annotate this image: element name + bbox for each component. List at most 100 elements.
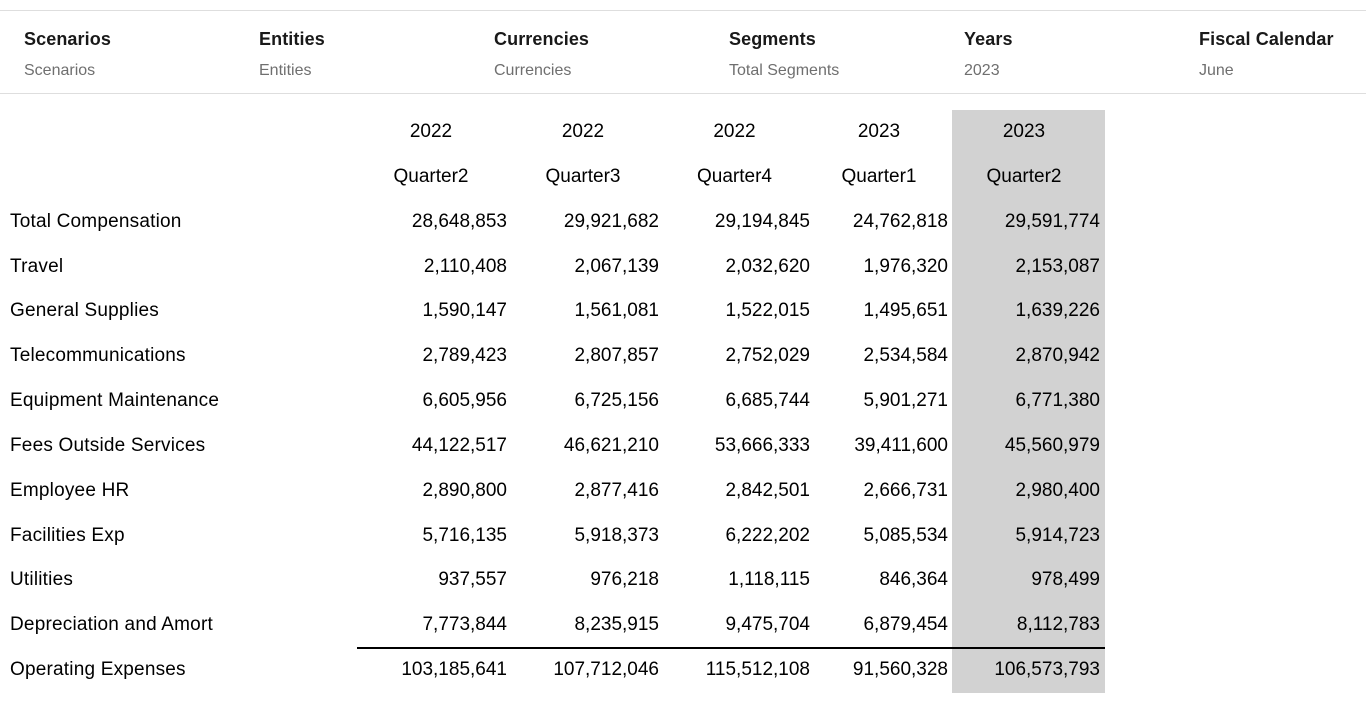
data-cell[interactable]: 8,235,915 (574, 614, 659, 636)
pov-item-segments: Segments Total Segments (729, 28, 964, 93)
data-cell[interactable]: 5,716,135 (422, 524, 507, 546)
data-cell[interactable]: 2,807,857 (574, 345, 659, 367)
data-cell[interactable]: 29,194,845 (714, 210, 810, 232)
highlighted-column-background (952, 110, 1105, 693)
data-cell[interactable]: 106,573,793 (994, 659, 1100, 681)
column-year-header: 2022 (561, 121, 605, 142)
data-cell[interactable]: 2,153,087 (1015, 255, 1100, 277)
data-cell[interactable]: 1,561,081 (574, 300, 659, 322)
data-cell[interactable]: 115,512,108 (705, 659, 810, 681)
row-label: Employee HR (10, 479, 130, 501)
data-cell[interactable]: 6,685,744 (725, 390, 810, 412)
data-cell[interactable]: 6,605,956 (422, 390, 507, 412)
data-cell[interactable]: 29,921,682 (563, 210, 659, 232)
data-cell[interactable]: 2,534,584 (863, 345, 948, 367)
pov-dimension-label: Years (964, 29, 1013, 49)
data-cell[interactable]: 5,901,271 (863, 390, 948, 412)
data-cell[interactable]: 6,222,202 (725, 524, 810, 546)
data-cell[interactable]: 7,773,844 (422, 614, 507, 636)
corner-cell (0, 110, 355, 155)
data-cell[interactable]: 46,621,210 (563, 434, 659, 456)
data-cell[interactable]: 5,918,373 (574, 524, 659, 546)
pov-dimension-label: Currencies (494, 29, 590, 49)
data-cell[interactable]: 91,560,328 (852, 659, 948, 681)
corner-cell (0, 155, 355, 200)
column-quarter-header: Quarter2 (393, 165, 469, 187)
data-cell[interactable]: 937,557 (438, 569, 507, 591)
data-cell[interactable]: 53,666,333 (714, 434, 810, 456)
data-cell[interactable]: 978,499 (1031, 569, 1100, 591)
data-cell[interactable]: 2,666,731 (863, 479, 948, 501)
pov-member-value[interactable]: June (1199, 62, 1234, 79)
data-cell[interactable]: 2,752,029 (725, 345, 810, 367)
data-cell[interactable]: 1,495,651 (863, 300, 948, 322)
data-cell[interactable]: 44,122,517 (411, 434, 507, 456)
data-cell[interactable]: 29,591,774 (1004, 210, 1100, 232)
pov-item-currencies: Currencies Currencies (494, 28, 729, 93)
pov-member-value[interactable]: 2023 (964, 62, 1000, 79)
column-quarter-header: Quarter1 (841, 165, 917, 187)
data-cell[interactable]: 45,560,979 (1004, 434, 1100, 456)
data-cell[interactable]: 1,590,147 (422, 300, 507, 322)
row-label: Operating Expenses (10, 659, 186, 681)
pov-member-value[interactable]: Total Segments (729, 62, 840, 79)
data-cell[interactable]: 39,411,600 (854, 434, 948, 456)
data-cell[interactable]: 8,112,783 (1016, 614, 1100, 636)
data-cell[interactable]: 24,762,818 (852, 210, 948, 232)
column-quarter-header: Quarter2 (986, 165, 1062, 187)
data-cell[interactable]: 5,085,534 (863, 524, 948, 546)
data-cell[interactable]: 2,870,942 (1015, 345, 1100, 367)
data-cell[interactable]: 2,789,423 (422, 345, 507, 367)
pov-dimension-label: Scenarios (24, 29, 111, 49)
column-year-header: 2022 (409, 121, 453, 142)
data-cell[interactable]: 6,879,454 (863, 614, 948, 636)
column-quarter-header: Quarter3 (545, 165, 621, 187)
pov-dimension-label: Entities (259, 29, 325, 49)
data-cell[interactable]: 9,475,704 (725, 614, 810, 636)
data-cell[interactable]: 6,725,156 (574, 390, 659, 412)
data-cell[interactable]: 2,842,501 (725, 479, 810, 501)
pov-member-value[interactable]: Currencies (494, 62, 572, 79)
data-cell[interactable]: 2,032,620 (725, 255, 810, 277)
row-label: Utilities (10, 569, 74, 591)
column-year-header: 2022 (713, 121, 756, 142)
column-year-header: 2023 (1002, 121, 1046, 142)
row-label: General Supplies (10, 300, 159, 322)
grid-table: 2022 2022 2022 2023 2023 Quarter2 Quarter3 Quar… (0, 110, 1366, 693)
data-cell[interactable]: 2,980,400 (1015, 479, 1100, 501)
data-cell[interactable]: 2,890,800 (422, 479, 507, 501)
pov-bar: Scenarios Scenarios Entities Entities Curren… (0, 10, 1366, 94)
data-cell[interactable]: 107,712,046 (553, 659, 659, 681)
data-cell[interactable]: 846,364 (879, 569, 948, 591)
data-cell[interactable]: 1,639,226 (1015, 300, 1100, 322)
data-cell[interactable]: 976,218 (590, 569, 659, 591)
row-label: Total Compensation (10, 210, 182, 232)
pov-item-entities: Entities Entities (259, 28, 494, 93)
data-grid: 2022 2022 2022 2023 2023 Quarter2 Quarter3 Quar… (0, 110, 1366, 693)
pov-item-scenarios: Scenarios Scenarios (24, 28, 259, 93)
total-row-rule (357, 647, 1105, 649)
data-cell[interactable]: 28,648,853 (411, 210, 507, 232)
column-quarter-header: Quarter4 (697, 165, 772, 187)
data-cell[interactable]: 2,110,408 (423, 255, 507, 277)
data-cell[interactable]: 1,522,015 (725, 300, 810, 322)
pov-item-years: Years 2023 (964, 28, 1199, 93)
data-cell[interactable]: 1,976,320 (863, 255, 948, 277)
row-label: Equipment Maintenance (10, 390, 220, 412)
pov-item-fiscal-calendar: Fiscal Calendar June (1199, 28, 1366, 93)
data-cell[interactable]: 5,914,723 (1015, 524, 1100, 546)
data-cell[interactable]: 2,877,416 (574, 479, 659, 501)
data-cell[interactable]: 103,185,641 (401, 659, 507, 681)
data-cell[interactable]: 6,771,380 (1015, 390, 1100, 412)
pov-member-value[interactable]: Entities (259, 62, 312, 79)
row-label: Fees Outside Services (10, 434, 206, 456)
row-label: Facilities Exp (10, 524, 125, 546)
data-cell[interactable]: 2,067,139 (574, 255, 659, 277)
pov-member-value[interactable]: Scenarios (24, 62, 96, 79)
column-year-header: 2023 (857, 121, 901, 142)
data-cell[interactable]: 1,118,115 (728, 569, 810, 591)
row-label: Travel (10, 255, 64, 277)
pov-dimension-label: Segments (729, 29, 816, 49)
row-label: Depreciation and Amort (10, 614, 213, 636)
